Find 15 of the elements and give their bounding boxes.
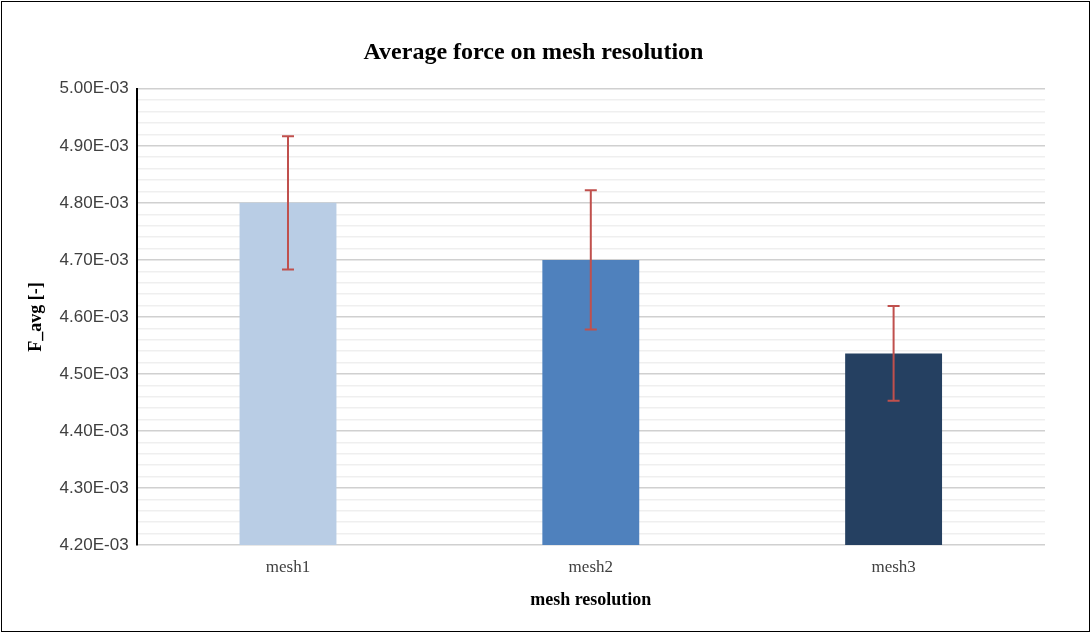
y-tick-label: 4.60E-03 (59, 306, 129, 326)
y-tick-label: 4.80E-03 (59, 192, 129, 212)
y-tick-label: 4.40E-03 (59, 420, 129, 440)
x-axis-title: mesh resolution (530, 588, 652, 609)
x-tick-label: mesh1 (265, 556, 311, 576)
y-tick-label: 4.90E-03 (59, 135, 129, 155)
x-tick-label: mesh3 (871, 556, 916, 576)
y-tick-label: 5.00E-03 (59, 78, 129, 98)
y-tick-label: 4.30E-03 (59, 477, 129, 497)
y-axis-title: F_avg [-] (25, 282, 46, 352)
y-tick-label: 4.50E-03 (59, 363, 129, 383)
chart-title: Average force on mesh resolution (363, 37, 704, 64)
y-tick-label: 4.70E-03 (59, 249, 129, 269)
x-tick-label: mesh2 (568, 556, 613, 576)
y-tick-label: 4.20E-03 (59, 534, 129, 554)
